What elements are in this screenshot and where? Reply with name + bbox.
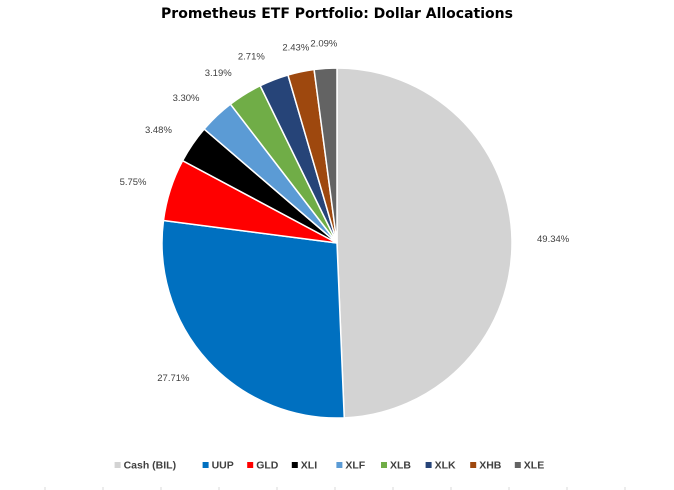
legend-label-xhb: XHB: [479, 460, 502, 472]
legend-item-xle: XLE: [514, 460, 544, 472]
legend-item-xhb: XHB: [470, 460, 502, 472]
pie-slice-xle: [313, 67, 338, 244]
legend-item-xlf: XLF: [336, 460, 366, 472]
chart-title: Prometheus ETF Portfolio: Dollar Allocat…: [161, 6, 513, 22]
legend-swatch-xli: [291, 462, 298, 468]
pie-slice-cash-bil: [336, 67, 513, 419]
legend-swatch-gld: [247, 462, 254, 468]
legend-label-xlb: XLB: [390, 460, 411, 472]
legend-label-xlf: XLF: [345, 460, 365, 472]
data-label-xlb: 3.19%: [205, 68, 232, 79]
pie-slice-uup: [161, 219, 346, 419]
legend-item-xli: XLI: [291, 460, 317, 472]
legend-label-xlk: XLK: [435, 460, 456, 472]
legend-swatch-xhb: [470, 462, 477, 468]
legend-swatch-xlf: [336, 462, 343, 468]
legend-item-cash-bil: Cash (BIL): [114, 460, 177, 472]
legend-label-gld: GLD: [256, 460, 279, 472]
legend-swatch-uup: [202, 462, 209, 468]
pie-data-labels: 49.34% 27.71% 5.75% 3.48% 3.30% 3.19% 2.71% 2.4…: [120, 38, 570, 384]
data-label-gld: 5.75%: [120, 177, 147, 188]
legend-label-cash-bil: Cash (BIL): [124, 460, 177, 472]
data-label-xle: 2.09%: [310, 38, 337, 49]
legend-swatch-xle: [514, 462, 521, 468]
data-label-xhb: 2.43%: [282, 42, 309, 53]
legend-item-gld: GLD: [247, 460, 279, 472]
legend-label-xli: XLI: [301, 460, 317, 472]
legend-item-xlb: XLB: [381, 460, 411, 472]
data-label-xlk: 2.71%: [238, 52, 265, 63]
legend-label-xle: XLE: [524, 460, 544, 472]
data-label-uup: 27.71%: [157, 373, 190, 384]
data-label-cash-bil: 49.34%: [537, 234, 570, 245]
chart-legend: Cash (BIL) UUP GLD XLI XLF XLB XLK XHB XLE: [114, 460, 544, 472]
legend-swatch-xlb: [381, 462, 387, 468]
legend-item-xlk: XLK: [425, 460, 456, 472]
legend-item-uup: UUP: [202, 460, 234, 472]
legend-swatch-xlk: [425, 462, 432, 468]
legend-swatch-cash-bil: [114, 462, 121, 468]
data-label-xli: 3.48%: [145, 125, 172, 136]
pie-slices: [161, 67, 513, 419]
data-label-xlf: 3.30%: [173, 93, 200, 104]
legend-label-uup: UUP: [212, 460, 234, 472]
